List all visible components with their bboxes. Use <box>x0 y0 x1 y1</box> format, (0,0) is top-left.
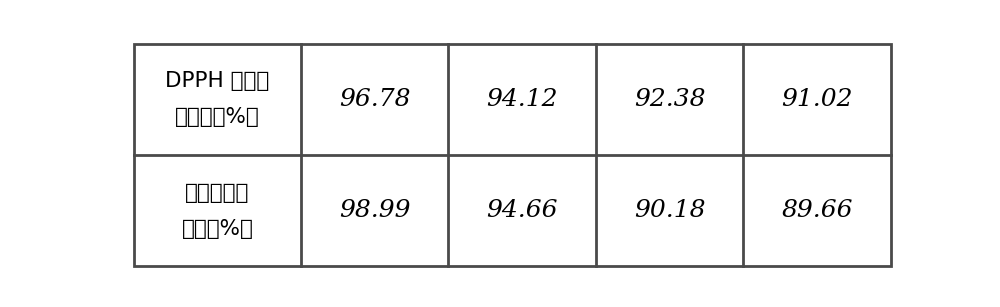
Text: DPPH 自由基
清除率（%）: DPPH 自由基 清除率（%） <box>165 72 270 127</box>
Text: 90.18: 90.18 <box>634 199 705 222</box>
Text: 94.66: 94.66 <box>486 199 558 222</box>
Text: 91.02: 91.02 <box>781 88 853 111</box>
Text: 89.66: 89.66 <box>781 199 853 222</box>
Text: 92.38: 92.38 <box>634 88 705 111</box>
Text: 98.99: 98.99 <box>339 199 410 222</box>
Text: 94.12: 94.12 <box>486 88 558 111</box>
Text: 羟自由基清
除率（%）: 羟自由基清 除率（%） <box>182 183 253 239</box>
Text: 96.78: 96.78 <box>339 88 410 111</box>
